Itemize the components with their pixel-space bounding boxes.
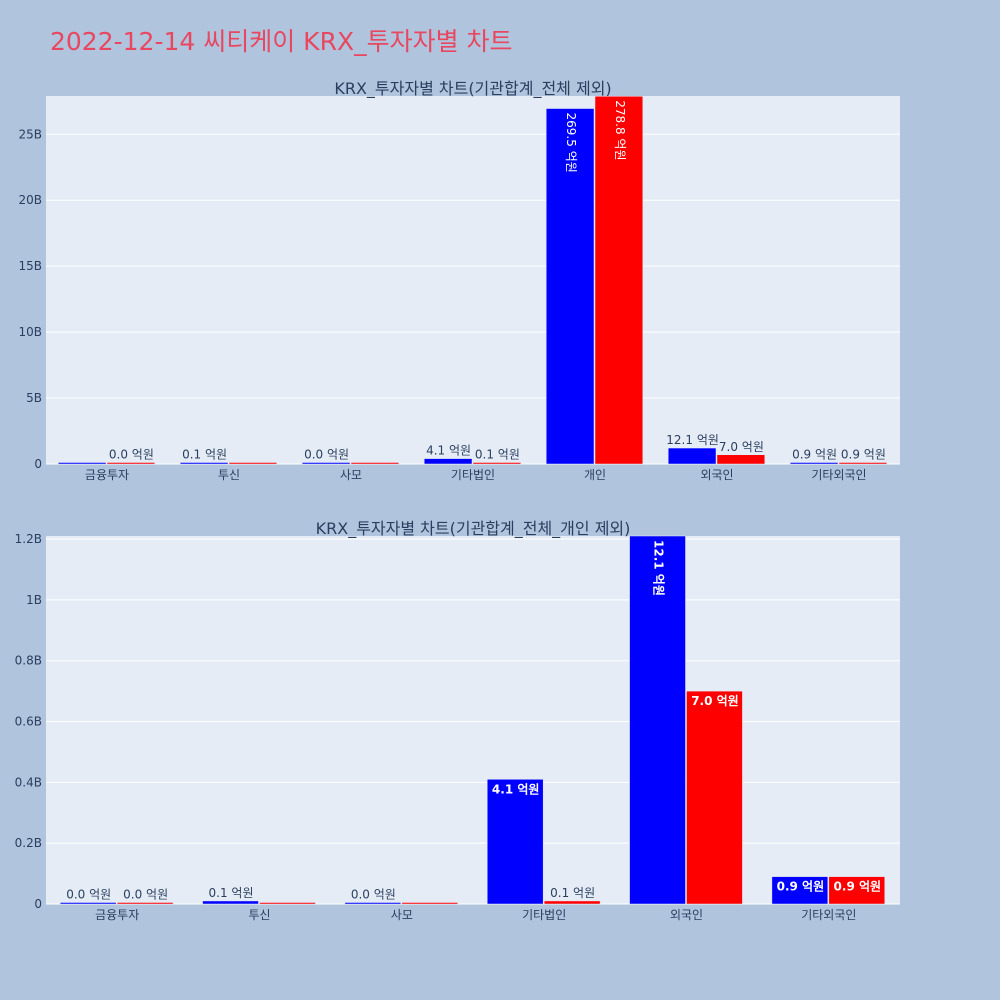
data-label: 7.0 억원 bbox=[691, 694, 739, 708]
bar bbox=[106, 462, 156, 465]
data-label: 4.1 억원 bbox=[426, 444, 471, 458]
bar bbox=[486, 779, 544, 905]
data-label: 0.0 억원 bbox=[304, 448, 349, 462]
bar bbox=[350, 462, 400, 465]
bar bbox=[401, 902, 459, 905]
data-label: 0.0 억원 bbox=[351, 888, 396, 902]
y-tick-label: 0.6B bbox=[15, 715, 42, 729]
y-tick-label: 5B bbox=[26, 391, 42, 405]
bar bbox=[686, 690, 743, 905]
chart-excluding-individual: KRX_투자자별 차트(기관합계_전체_개인 제외) 0 0.2B 0.4B 0.6B 0… bbox=[15, 519, 900, 922]
data-label: 0.1 억원 bbox=[182, 448, 227, 462]
bar bbox=[344, 902, 402, 905]
x-tick-label: 투신 bbox=[248, 908, 270, 922]
bar bbox=[59, 902, 117, 905]
chart-title: KRX_투자자별 차트(기관합계_전체 제외) bbox=[334, 79, 611, 99]
data-label: 0.9 억원 bbox=[834, 880, 882, 894]
x-tick-label: 금융투자 bbox=[85, 468, 129, 482]
bar bbox=[472, 462, 522, 465]
data-label: 0.0 억원 bbox=[123, 888, 168, 902]
plot-area bbox=[46, 536, 900, 904]
data-label: 0.1 억원 bbox=[550, 886, 595, 900]
data-label: 269.5 억원 bbox=[564, 113, 578, 173]
data-label: 0.1 억원 bbox=[475, 448, 520, 462]
y-tick-label: 1.2B bbox=[15, 532, 42, 546]
data-label: 0.0 억원 bbox=[66, 888, 111, 902]
bar bbox=[667, 447, 717, 465]
data-label: 4.1 억원 bbox=[492, 782, 540, 796]
bar bbox=[828, 876, 886, 905]
data-label: 0.9 억원 bbox=[792, 448, 837, 462]
bar bbox=[423, 458, 473, 465]
data-label: 0.9 억원 bbox=[841, 448, 886, 462]
bar bbox=[202, 900, 259, 905]
bar bbox=[259, 902, 316, 905]
y-tick-label: 25B bbox=[18, 127, 42, 141]
page-title: 2022-12-14 씨티케이 KRX_투자자별 차트 bbox=[50, 27, 513, 56]
x-tick-label: 기타법인 bbox=[451, 468, 495, 482]
x-tick-label: 기타외국인 bbox=[811, 468, 866, 482]
x-tick-label: 기타외국인 bbox=[801, 908, 856, 922]
y-tick-label: 10B bbox=[18, 325, 42, 339]
bar bbox=[545, 108, 595, 465]
chart-title: KRX_투자자별 차트(기관합계_전체_개인 제외) bbox=[316, 519, 631, 539]
y-tick-label: 0 bbox=[34, 457, 42, 471]
data-label: 0.0 억원 bbox=[109, 448, 154, 462]
bar bbox=[838, 462, 888, 465]
bar bbox=[543, 900, 601, 905]
y-tick-label: 0.4B bbox=[15, 775, 42, 789]
bar bbox=[57, 462, 107, 465]
data-label: 278.8 억원 bbox=[613, 100, 627, 160]
bar bbox=[594, 96, 644, 465]
bar bbox=[301, 462, 351, 465]
x-tick-label: 투신 bbox=[218, 468, 240, 482]
bar bbox=[789, 462, 839, 465]
plot-area bbox=[46, 96, 900, 464]
y-tick-label: 0 bbox=[34, 897, 42, 911]
x-tick-label: 사모 bbox=[391, 908, 413, 922]
bar bbox=[228, 462, 278, 465]
bar bbox=[179, 462, 229, 465]
x-tick-label: 금융투자 bbox=[95, 908, 139, 922]
y-tick-label: 0.2B bbox=[15, 836, 42, 850]
chart-all-investors: KRX_투자자별 차트(기관합계_전체 제외) 0 5B 10B 15B 20B 25B 금융… bbox=[18, 79, 900, 482]
x-tick-label: 사모 bbox=[340, 468, 362, 482]
data-label: 12.1 억원 bbox=[652, 540, 666, 596]
bar bbox=[716, 454, 766, 465]
data-label: 7.0 억원 bbox=[719, 440, 764, 454]
x-tick-label: 외국인 bbox=[670, 908, 703, 922]
y-tick-label: 20B bbox=[18, 193, 42, 207]
x-tick-label: 외국인 bbox=[700, 468, 733, 482]
y-tick-label: 1B bbox=[26, 593, 42, 607]
x-tick-label: 개인 bbox=[584, 468, 606, 482]
y-tick-label: 0.8B bbox=[15, 654, 42, 668]
bar bbox=[629, 535, 686, 905]
data-label: 0.1 억원 bbox=[209, 886, 254, 900]
y-tick-label: 15B bbox=[18, 259, 42, 273]
data-label: 0.9 억원 bbox=[777, 880, 825, 894]
x-tick-label: 기타법인 bbox=[522, 908, 566, 922]
data-label: 12.1 억원 bbox=[666, 433, 719, 447]
bar bbox=[771, 876, 829, 905]
bar bbox=[116, 902, 174, 905]
